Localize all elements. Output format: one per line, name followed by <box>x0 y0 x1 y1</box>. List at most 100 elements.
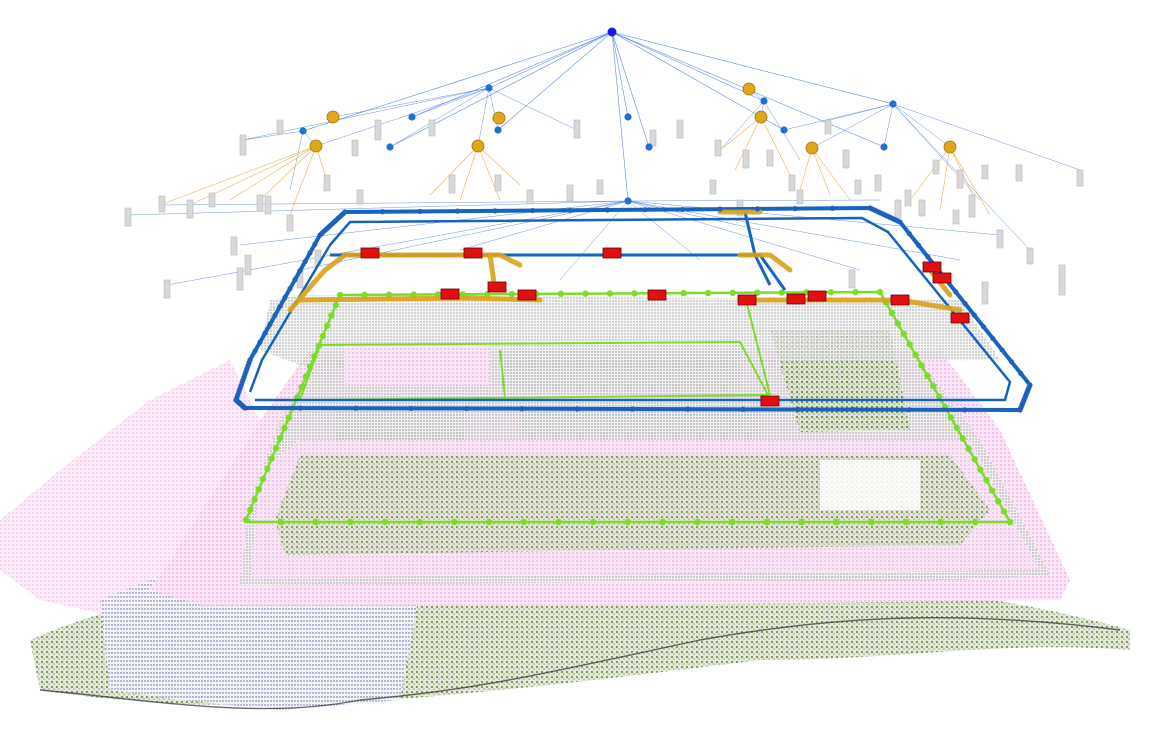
trajectory-node <box>629 406 636 412</box>
agent-box <box>950 312 970 324</box>
object-box <box>374 119 382 141</box>
trajectory-path <box>248 216 1012 402</box>
object-box <box>124 207 132 227</box>
place-node <box>416 518 423 526</box>
agent-box <box>647 289 667 301</box>
place-node <box>894 320 901 327</box>
scene-graph-edges <box>127 31 1081 286</box>
trajectory-node <box>915 242 922 248</box>
trajectory-layer <box>233 205 1033 413</box>
object-box <box>918 199 926 217</box>
place-node <box>451 518 458 526</box>
object-box <box>526 189 534 205</box>
trajectory-node <box>519 406 525 412</box>
object-box <box>709 179 717 195</box>
trajectory-node <box>529 207 536 214</box>
graph-edge <box>611 31 894 105</box>
trajectory-node <box>604 207 611 213</box>
place-node <box>590 518 597 526</box>
trajectory-node <box>353 405 359 411</box>
root-node <box>607 27 617 37</box>
trajectory-node <box>851 406 857 413</box>
agent-box <box>487 281 507 293</box>
graph-edge <box>459 145 479 201</box>
place-node <box>264 465 271 473</box>
trajectory-node <box>962 300 968 307</box>
graph-edge <box>411 87 490 118</box>
trajectory-node <box>297 405 303 411</box>
room-node <box>492 111 506 125</box>
place-node <box>728 518 736 526</box>
graph-edge <box>627 200 861 271</box>
place-node <box>694 518 701 526</box>
places-ring <box>299 340 770 401</box>
object-box <box>186 199 194 219</box>
graph-edge <box>611 31 785 131</box>
graph-edge <box>239 200 629 246</box>
trajectory-node <box>567 207 573 213</box>
object-box <box>996 229 1004 249</box>
trajectory-node <box>897 219 903 225</box>
trajectory-node <box>906 407 912 413</box>
object-box <box>981 281 989 305</box>
object-box <box>356 189 364 205</box>
graph-edge <box>477 145 501 201</box>
graph-edge <box>488 87 578 131</box>
hub-node <box>624 113 632 121</box>
place-node <box>259 475 267 483</box>
object-box <box>239 134 247 156</box>
trajectory-node <box>999 347 1005 353</box>
agent-box <box>932 272 952 284</box>
place-node <box>989 487 996 494</box>
place-node <box>631 290 638 297</box>
place-node <box>557 290 565 297</box>
place-node <box>935 393 943 400</box>
graph-edge <box>611 31 765 102</box>
object-box <box>848 269 856 289</box>
place-node <box>323 322 331 329</box>
graph-edge <box>949 146 991 216</box>
object-box <box>276 119 284 135</box>
mesh-layer <box>0 295 1130 710</box>
object-box <box>230 236 238 256</box>
place-node <box>582 290 589 297</box>
place-node <box>876 288 884 296</box>
place-node <box>381 518 389 526</box>
agent-box <box>602 247 622 259</box>
place-node <box>311 353 318 360</box>
hub-node <box>645 143 653 151</box>
object-box <box>1015 164 1023 182</box>
trajectory-node <box>962 407 968 413</box>
object-box <box>448 174 456 194</box>
place-node <box>1006 518 1014 526</box>
trajectory-node <box>297 268 303 274</box>
graph-edge <box>892 103 951 148</box>
hub-node <box>494 126 502 134</box>
place-node <box>972 518 979 526</box>
graph-edge <box>332 87 490 118</box>
trajectory-node <box>754 206 761 212</box>
agent-box <box>922 261 942 273</box>
hub-node <box>780 126 788 134</box>
object-box <box>904 189 912 207</box>
trajectory-node <box>925 254 931 260</box>
graph-edge <box>289 130 304 191</box>
place-node <box>361 291 368 299</box>
graph-edge <box>829 103 894 121</box>
place-node <box>965 445 972 453</box>
node-layer <box>299 27 957 205</box>
object-box <box>788 174 796 192</box>
object-box <box>208 192 216 208</box>
place-node <box>328 312 335 319</box>
place-node <box>912 351 919 358</box>
object-box <box>256 194 264 212</box>
trajectory-node <box>1017 407 1023 413</box>
graph-edge <box>302 31 613 132</box>
place-node <box>285 414 292 421</box>
graph-edge <box>719 100 765 151</box>
trajectory-node <box>792 205 798 212</box>
place-node <box>319 332 327 340</box>
object-box <box>742 149 750 169</box>
graph-edge <box>892 103 981 201</box>
